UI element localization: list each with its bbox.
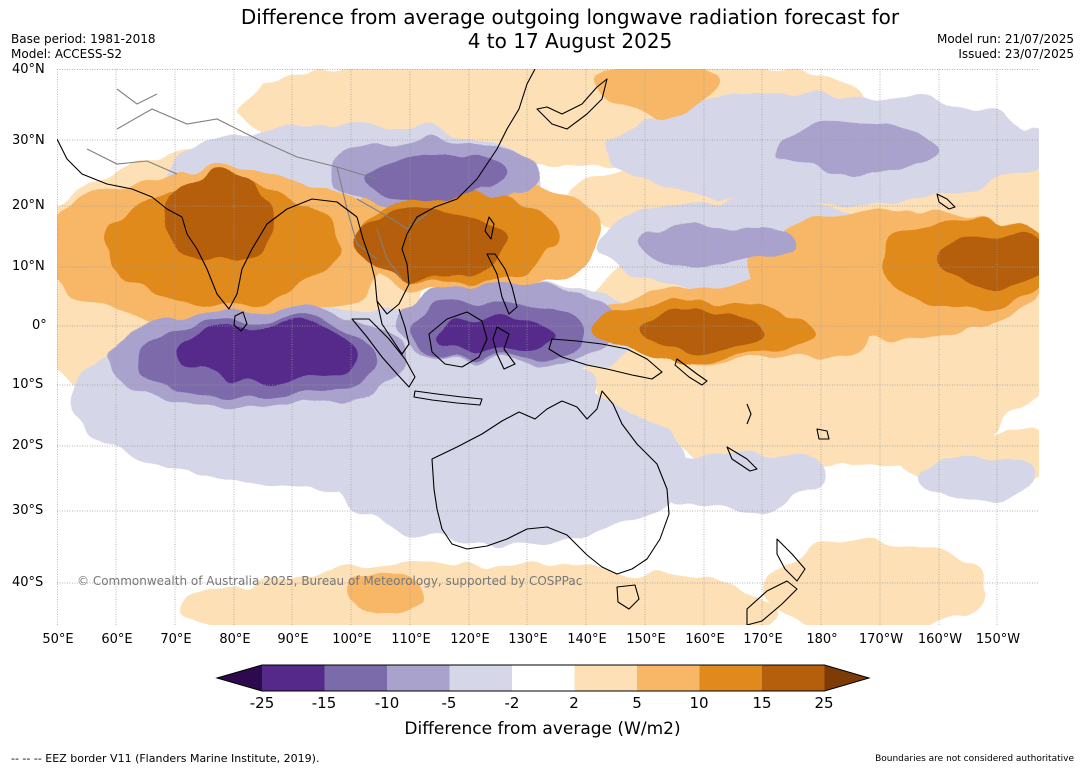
map-title-line1: Difference from average outgoing longwav… xyxy=(240,5,900,29)
copyright-notice: © Commonwealth of Australia 2025, Bureau… xyxy=(77,574,582,588)
hawaii xyxy=(936,193,956,210)
colorbar-tick: 2 xyxy=(569,694,579,712)
sumatra xyxy=(351,318,416,388)
base-period: Base period: 1981-2018 xyxy=(11,32,156,46)
lon-label-110e: 110°E xyxy=(391,632,431,647)
new-guinea xyxy=(548,338,663,380)
colorbar-segment-neg-15-25 xyxy=(262,665,325,691)
lon-label-90e: 90°E xyxy=(277,632,309,647)
lon-label-120e: 120°E xyxy=(450,632,490,647)
colorbar-segment-pos-5-10 xyxy=(637,665,700,691)
sri-lanka xyxy=(233,311,248,332)
olr-anomaly-map: © Commonwealth of Australia 2025, Bureau… xyxy=(57,69,1039,625)
new-caledonia xyxy=(726,446,758,472)
colorbar-segment-neutral xyxy=(512,665,575,691)
philippines xyxy=(486,253,518,315)
colorbar-arrow-low xyxy=(217,665,262,691)
country-borders xyxy=(86,88,428,280)
model-name: Model: ACCESS-S2 xyxy=(11,47,123,61)
colorbar-tick: -5 xyxy=(441,694,457,712)
new-zealand-north xyxy=(776,538,806,582)
japan xyxy=(536,78,608,130)
anomaly-band-pos-15-25 xyxy=(162,174,1039,351)
model-run: Model run: 21/07/2025 xyxy=(936,32,1074,46)
colorbar-tick: -2 xyxy=(504,694,520,712)
coastlines xyxy=(57,69,956,625)
lon-label-170e: 170°E xyxy=(743,632,783,647)
colorbar-segment-pos-2-5 xyxy=(574,665,637,691)
colorbar-arrow-high xyxy=(824,665,869,691)
lat-label-30n: 30°N xyxy=(12,133,45,148)
indochina-coast xyxy=(356,69,536,315)
lon-label-80e: 80°E xyxy=(219,632,251,647)
australia xyxy=(431,390,670,575)
lon-label-100e: 100°E xyxy=(332,632,372,647)
boundaries-disclaimer: Boundaries are not considered authoritat… xyxy=(875,754,1074,764)
colorbar-segment-pos-10-15 xyxy=(699,665,762,691)
sulawesi xyxy=(492,326,516,370)
map-title: Difference from average outgoing longwav… xyxy=(0,5,1085,53)
malay-peninsula xyxy=(376,300,410,355)
colorbar-tick: -10 xyxy=(374,694,400,712)
colorbar-segment-pos-15-25 xyxy=(762,665,825,691)
new-zealand-south xyxy=(746,580,798,625)
lon-label-150e: 150°E xyxy=(626,632,666,647)
lon-label-60e: 60°E xyxy=(101,632,133,647)
lat-label-eq: 0° xyxy=(32,318,47,333)
lon-label-180: 180° xyxy=(806,632,838,647)
india-coast xyxy=(181,198,358,310)
colorbar-tick: 15 xyxy=(752,694,772,712)
lon-label-140e: 140°E xyxy=(567,632,607,647)
lat-label-10n: 10°N xyxy=(12,259,45,274)
colorbar-segment-neg-5-10 xyxy=(387,665,450,691)
solomon-islands xyxy=(674,358,708,386)
colorbar-tick: 5 xyxy=(632,694,642,712)
lat-label-10s: 10°S xyxy=(12,377,44,392)
issued-date: Issued: 23/07/2025 xyxy=(958,47,1074,61)
colorbar xyxy=(215,664,871,692)
anomaly-fields xyxy=(57,69,1039,625)
lat-label-40s: 40°S xyxy=(12,575,44,590)
lon-label-170w: 170°W xyxy=(858,632,904,647)
lon-label-130e: 130°E xyxy=(508,632,548,647)
colorbar-segment-neg-10-15 xyxy=(324,665,387,691)
map-title-line2: 4 to 17 August 2025 xyxy=(467,29,673,53)
lon-label-150w: 150°W xyxy=(975,632,1021,647)
lon-label-50e: 50°E xyxy=(42,632,74,647)
arabia-iran-coast xyxy=(57,138,183,218)
lat-label-40n: 40°N xyxy=(12,62,45,77)
borneo xyxy=(428,311,488,368)
lon-label-70e: 70°E xyxy=(160,632,192,647)
lat-label-30s: 30°S xyxy=(12,503,44,518)
colorbar-tick: 25 xyxy=(814,694,834,712)
colorbar-segment-neg-2-5 xyxy=(449,665,512,691)
lat-label-20n: 20°N xyxy=(12,198,45,213)
taiwan xyxy=(484,216,495,240)
vanuatu xyxy=(746,403,752,425)
meta-left: Base period: 1981-2018 Model: ACCESS-S2 xyxy=(11,32,156,62)
eez-legend-note: -- -- -- EEZ border V11 (Flanders Marine… xyxy=(11,752,320,765)
java xyxy=(413,390,483,406)
lon-label-160e: 160°E xyxy=(685,632,725,647)
colorbar-tick: -25 xyxy=(249,694,275,712)
colorbar-tick: 10 xyxy=(689,694,709,712)
graticule xyxy=(57,69,1039,625)
tasmania xyxy=(616,584,640,610)
colorbar-outline xyxy=(215,664,871,692)
colorbar-tick: -15 xyxy=(311,694,337,712)
meta-right: Model run: 21/07/2025 Issued: 23/07/2025 xyxy=(937,32,1074,62)
fiji xyxy=(816,428,830,440)
lat-label-20s: 20°S xyxy=(12,438,44,453)
colorbar-label: Difference from average (W/m2) xyxy=(404,719,681,739)
lon-label-160w: 160°W xyxy=(917,632,963,647)
